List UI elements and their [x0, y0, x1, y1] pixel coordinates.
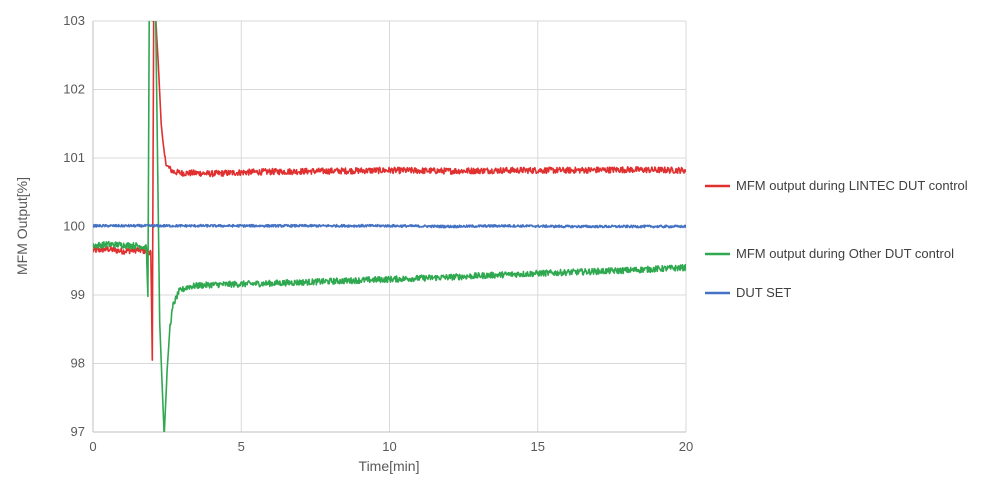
y-tick-label: 97	[71, 424, 85, 439]
x-tick-label: 20	[679, 439, 693, 454]
series-lines	[93, 21, 686, 432]
y-tick-label: 102	[63, 82, 85, 97]
y-tick-label: 101	[63, 150, 85, 165]
y-tick-label: 98	[71, 356, 85, 371]
x-tick-label: 0	[89, 439, 96, 454]
legend-label: DUT SET	[736, 285, 791, 300]
x-tick-label: 10	[382, 439, 396, 454]
series-line-3	[93, 223, 686, 229]
x-tick-label: 5	[238, 439, 245, 454]
y-tick-label: 100	[63, 219, 85, 234]
legend-label: MFM output during Other DUT control	[736, 246, 954, 261]
x-tick-label: 15	[531, 439, 545, 454]
series-line-1	[93, 21, 686, 361]
x-axis-title: Time[min]	[359, 458, 420, 474]
tick-labels: 97 98 99 100 101 102 103 0 5 10 15 20	[63, 13, 693, 454]
legend-label: MFM output during LINTEC DUT control	[736, 178, 968, 193]
y-axis-title: MFM Output[%]	[14, 177, 30, 275]
legend: MFM output during LINTEC DUT control MFM …	[705, 178, 968, 300]
y-tick-label: 103	[63, 13, 85, 28]
series-line-2	[93, 21, 686, 432]
y-tick-label: 99	[71, 287, 85, 302]
